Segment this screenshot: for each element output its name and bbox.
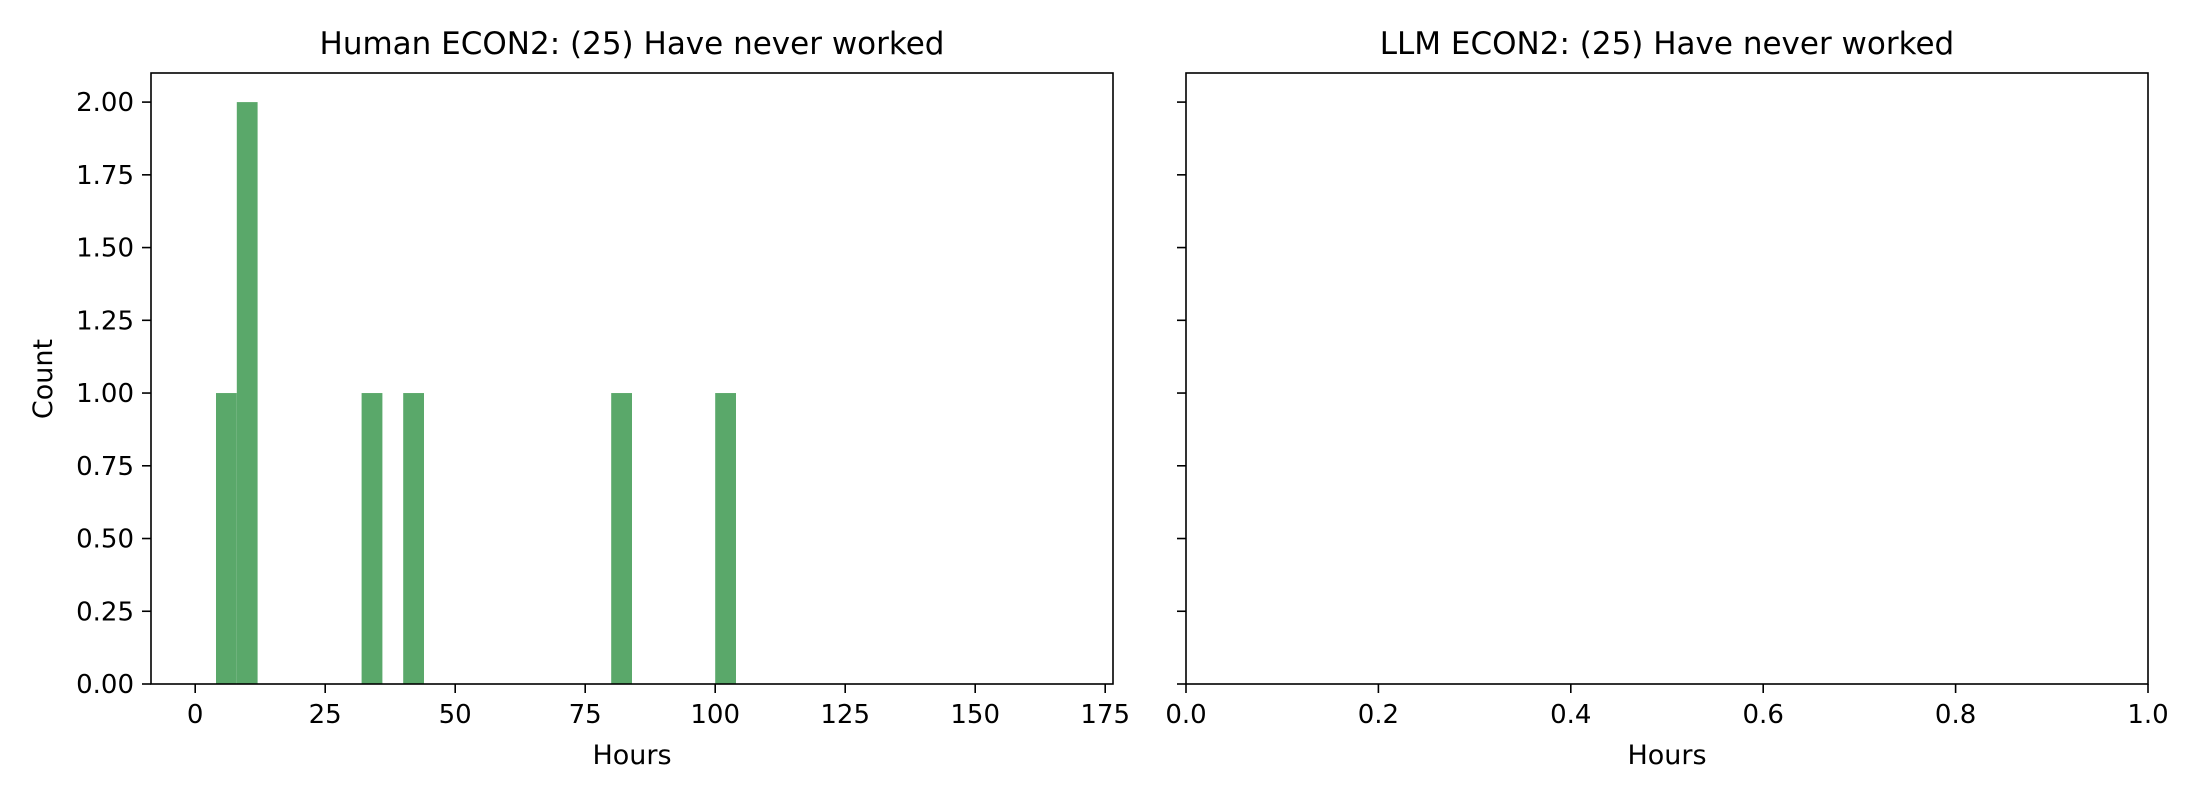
x-axis-label: Hours <box>1627 740 1706 771</box>
x-tick-label: 125 <box>820 700 870 730</box>
histogram-bar <box>715 393 736 684</box>
x-tick-label: 50 <box>439 700 472 730</box>
x-axis-ticks: 0.0 0.2 0.4 0.6 0.8 1.0 <box>1165 684 2169 730</box>
histogram-bar <box>361 393 383 684</box>
x-axis-ticks: 0 25 50 75 100 125 150 175 <box>187 684 1130 730</box>
x-tick-label: 75 <box>569 700 602 730</box>
x-axis-label: Hours <box>592 740 671 771</box>
y-tick-label: 1.75 <box>76 161 134 191</box>
plot-frame <box>150 72 1114 685</box>
y-tick-label: 0.00 <box>76 670 134 700</box>
x-tick-label: 1.0 <box>2127 700 2168 730</box>
x-tick-label: 0.2 <box>1358 700 1399 730</box>
y-tick-label: 0.50 <box>76 525 134 555</box>
x-tick-label: 0.8 <box>1935 700 1976 730</box>
y-tick-label: 0.75 <box>76 452 134 482</box>
y-axis-ticks <box>1177 101 1186 685</box>
x-tick-label: 0 <box>187 700 204 730</box>
chart-title: LLM ECON2: (25) Have never worked <box>1380 26 1954 62</box>
x-tick-label: 0.6 <box>1743 700 1784 730</box>
x-tick-label: 150 <box>950 700 1000 730</box>
x-tick-label: 25 <box>309 700 342 730</box>
y-tick-label: 0.25 <box>76 597 134 627</box>
y-axis-label: Count <box>28 339 59 419</box>
plot-frame <box>1185 72 2149 685</box>
human-histogram-panel: Human ECON2: (25) Have never worked 0 25 5… <box>28 26 1130 771</box>
x-tick-label: 0.4 <box>1550 700 1591 730</box>
y-tick-label: 1.00 <box>76 379 134 409</box>
x-tick-label: 0.0 <box>1165 700 1206 730</box>
x-tick-label: 100 <box>690 700 740 730</box>
histogram-bars <box>216 102 736 685</box>
histogram-bar <box>403 393 424 684</box>
llm-histogram-panel: LLM ECON2: (25) Have never worked 0.0 0.2… <box>1165 26 2168 771</box>
chart-title: Human ECON2: (25) Have never worked <box>320 26 945 62</box>
histogram-bar <box>611 393 632 684</box>
histogram-bar <box>216 393 237 684</box>
histogram-bar <box>236 102 258 685</box>
y-tick-label: 1.25 <box>76 306 134 336</box>
y-tick-label: 2.00 <box>76 88 134 118</box>
y-axis-ticks: 0.00 0.25 0.50 0.75 1.00 1.25 1.50 1.75 2.00 <box>76 88 151 700</box>
x-tick-label: 175 <box>1080 700 1130 730</box>
y-tick-label: 1.50 <box>76 234 134 264</box>
